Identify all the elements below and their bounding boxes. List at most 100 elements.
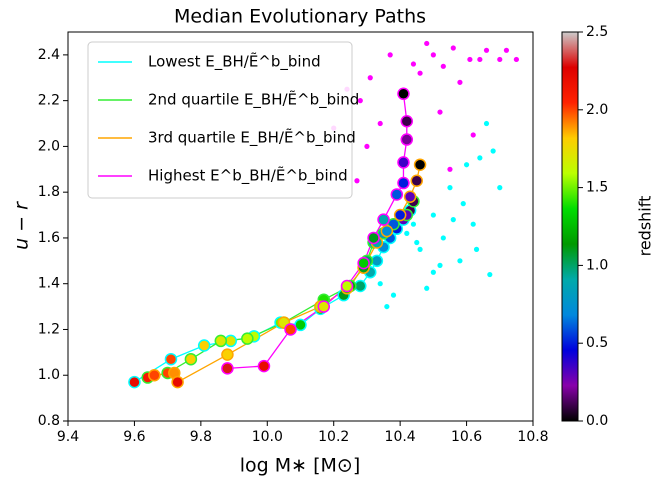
axes-frame: [67, 31, 534, 422]
x-tick-label: 10.2: [318, 429, 349, 445]
scatter-point: [450, 217, 456, 223]
scatter-point: [354, 178, 360, 184]
colorbar-tick-label: 1.0: [586, 257, 608, 273]
y-tick-label: 1.4: [38, 276, 60, 292]
marker: [257, 359, 271, 373]
colorbar-label: redshift: [636, 196, 655, 257]
scatter-point: [387, 52, 393, 58]
scatter-point: [457, 258, 463, 264]
y-tick-label: 2.4: [38, 47, 60, 63]
scatter-point: [377, 281, 383, 287]
scatter-point: [513, 56, 519, 63]
scatter-point: [457, 79, 463, 85]
scatter-point: [424, 285, 430, 291]
x-axis-label: log M∗ [M⊙]: [240, 455, 361, 477]
scatter-point: [357, 98, 363, 104]
scatter-point: [483, 120, 490, 127]
marker: [397, 156, 410, 169]
scatter-point: [440, 235, 446, 241]
scatter-point: [430, 212, 436, 218]
y-tick-label: 2.0: [38, 138, 60, 154]
marker: [317, 300, 330, 313]
marker: [357, 256, 370, 270]
scatter-point: [404, 230, 410, 236]
scatter-point: [430, 269, 436, 275]
scatter-point: [410, 221, 417, 227]
marker: [284, 323, 297, 336]
colorbar: [561, 31, 579, 422]
scatter-point: [437, 262, 443, 268]
scatter-point: [430, 52, 436, 58]
marker: [397, 87, 410, 101]
scatter-point: [477, 155, 483, 161]
marker: [397, 176, 410, 190]
scatter-point: [467, 56, 473, 63]
scatter-point: [497, 56, 503, 63]
marker: [410, 174, 423, 187]
x-tick-label: 10.4: [385, 429, 416, 445]
scatter-point: [460, 201, 466, 207]
marker: [393, 208, 407, 222]
legend-label: Lowest E_BH/Ẽ^b_bind: [148, 52, 321, 72]
marker: [403, 190, 417, 204]
scatter-point: [447, 185, 453, 191]
marker: [214, 334, 228, 348]
marker: [221, 348, 234, 361]
marker: [197, 339, 211, 352]
scatter-point: [463, 162, 470, 168]
marker: [380, 224, 394, 238]
marker: [294, 318, 307, 332]
scatter-point: [424, 40, 430, 47]
y-tick-label: 1.8: [38, 184, 60, 200]
scatter-point: [447, 166, 453, 172]
scatter-point: [477, 56, 483, 63]
marker: [184, 352, 198, 366]
scatter-point: [470, 221, 476, 227]
marker: [377, 213, 390, 226]
legend-label: 2nd quartile E_BH/Ẽ^b_bind: [148, 90, 359, 110]
legend-label: Highest E^b_BH/Ẽ^b_bind: [148, 166, 348, 186]
marker: [241, 332, 254, 345]
marker: [367, 231, 380, 245]
colorbar-tick-label: 2.5: [586, 24, 608, 40]
scatter-point: [390, 292, 397, 298]
scatter-point: [503, 47, 510, 53]
scatter-point: [487, 271, 493, 278]
scatter-point: [367, 75, 373, 81]
scatter-point: [417, 246, 423, 252]
scatter-point: [437, 109, 443, 115]
marker: [164, 352, 178, 366]
scatter-point: [377, 120, 383, 127]
x-tick-label: 9.6: [123, 429, 145, 445]
scatter-point: [384, 303, 390, 310]
marker: [390, 188, 404, 201]
colorbar-tick-label: 0.5: [586, 335, 608, 351]
marker: [148, 368, 161, 382]
y-tick-label: 1.6: [38, 230, 60, 246]
scatter-point: [450, 45, 456, 51]
y-axis-label: u − r: [11, 201, 33, 250]
colorbar-tick-label: 1.5: [586, 180, 608, 196]
legend-box: [87, 41, 353, 199]
scatter-point: [417, 70, 423, 76]
colorbar-tick-label: 2.0: [586, 102, 608, 118]
scatter-point: [414, 239, 420, 246]
x-tick-label: 9.4: [57, 429, 79, 445]
scatter-point: [497, 185, 503, 191]
y-tick-label: 2.2: [38, 93, 60, 109]
marker: [171, 375, 184, 389]
x-tick-label: 10.6: [451, 429, 482, 445]
scatter-point: [483, 47, 490, 53]
marker: [340, 279, 354, 293]
scatter-point: [470, 132, 476, 138]
x-tick-label: 10.0: [252, 429, 283, 445]
series-line: [147, 201, 415, 379]
colorbar-tick-label: 0.0: [586, 413, 608, 429]
marker: [128, 375, 141, 389]
y-tick-label: 1.0: [38, 367, 60, 383]
marker: [400, 133, 414, 146]
scatter-point: [473, 246, 480, 252]
x-tick-label: 9.8: [190, 429, 212, 445]
marker: [413, 158, 427, 171]
